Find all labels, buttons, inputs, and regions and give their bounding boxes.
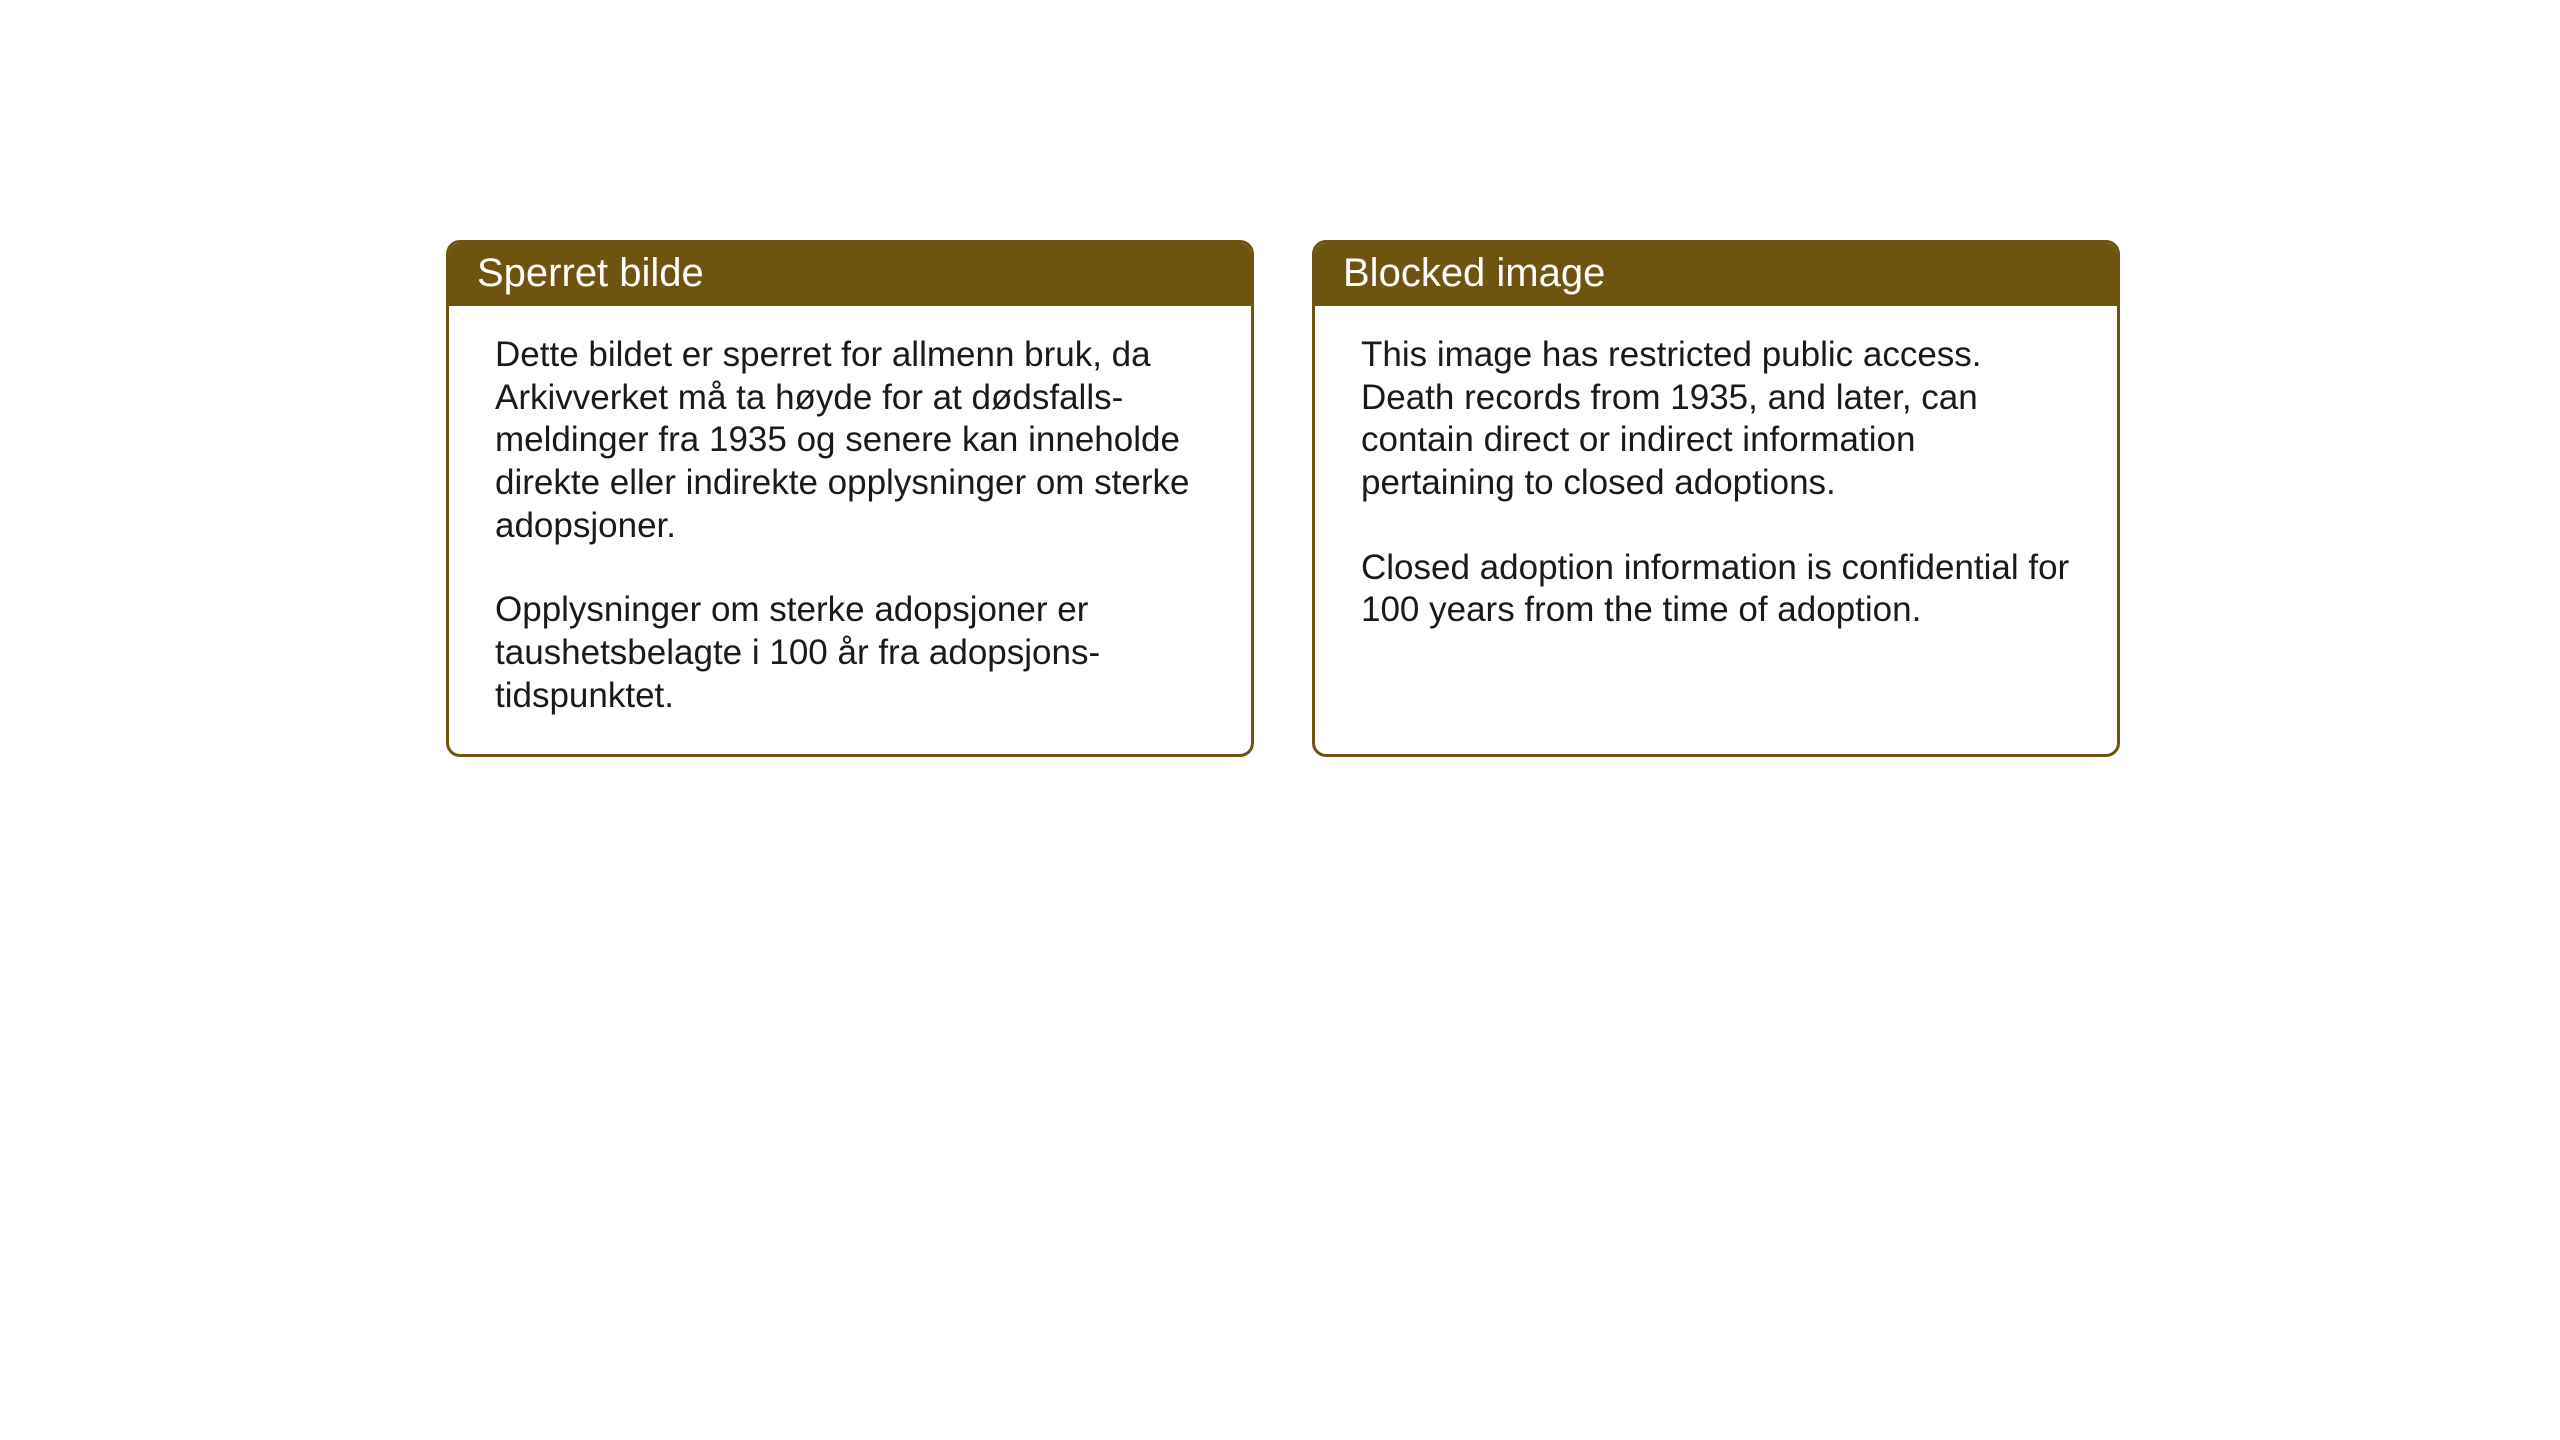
notice-box-norwegian: Sperret bilde Dette bildet er sperret fo… bbox=[446, 240, 1254, 757]
notice-box-english: Blocked image This image has restricted … bbox=[1312, 240, 2120, 757]
notice-body-english: This image has restricted public access.… bbox=[1315, 306, 2117, 746]
notice-title-norwegian: Sperret bilde bbox=[449, 243, 1251, 306]
notice-paragraph: Closed adoption information is confident… bbox=[1361, 547, 2071, 632]
notice-title-english: Blocked image bbox=[1315, 243, 2117, 306]
notice-paragraph: Opplysninger om sterke adopsjoner er tau… bbox=[495, 589, 1205, 717]
notice-body-norwegian: Dette bildet er sperret for allmenn bruk… bbox=[449, 306, 1251, 754]
notice-container: Sperret bilde Dette bildet er sperret fo… bbox=[0, 0, 2560, 757]
notice-paragraph: This image has restricted public access.… bbox=[1361, 334, 2071, 505]
notice-paragraph: Dette bildet er sperret for allmenn bruk… bbox=[495, 334, 1205, 547]
